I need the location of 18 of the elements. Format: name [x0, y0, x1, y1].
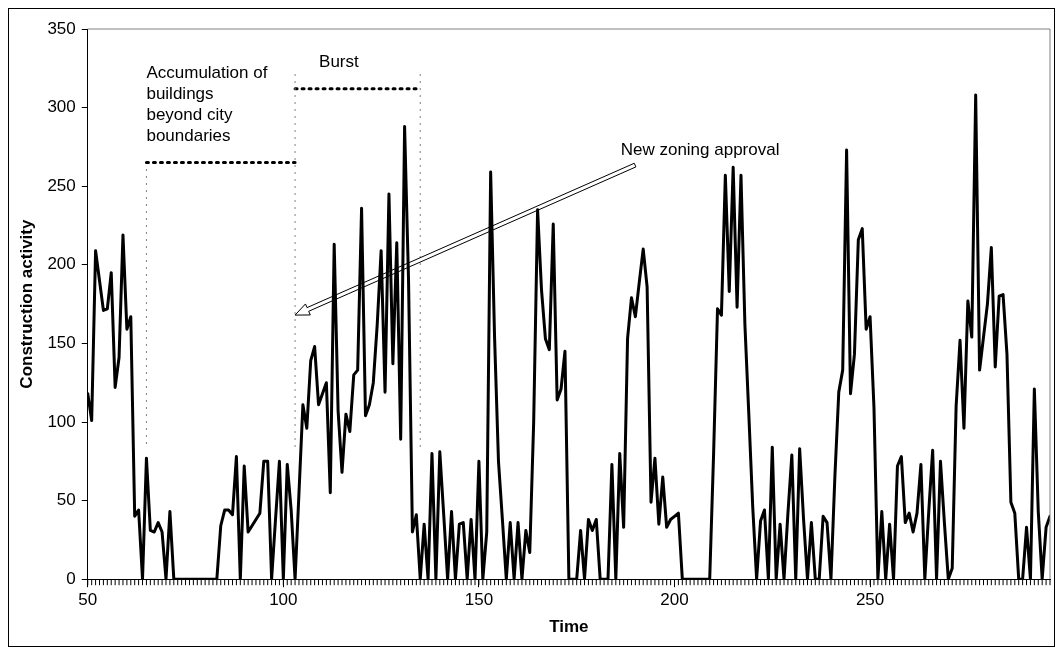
x-tick-label: 50: [78, 590, 98, 610]
y-tick-label: 300: [47, 97, 76, 117]
x-tick-label: 200: [660, 590, 689, 610]
annotation: Accumulation of buildings beyond city boundaries: [146, 62, 268, 145]
x-axis-title: Time: [549, 617, 589, 637]
annotation: New zoning approval: [620, 140, 780, 160]
x-tick-label: 250: [855, 590, 885, 610]
y-tick-label: 0: [66, 568, 76, 588]
x-tick-label: 100: [269, 590, 298, 610]
y-tick-label: 250: [47, 175, 76, 195]
y-tick-label: 100: [47, 411, 76, 431]
annotation: Burst: [319, 52, 360, 72]
y-tick-label: 150: [47, 333, 76, 353]
y-tick-label: 350: [47, 18, 76, 38]
x-tick-label: 150: [464, 590, 494, 610]
y-tick-label: 50: [56, 490, 76, 510]
y-tick-label: 200: [47, 254, 76, 274]
y-axis-title: Construction activity: [16, 219, 36, 389]
